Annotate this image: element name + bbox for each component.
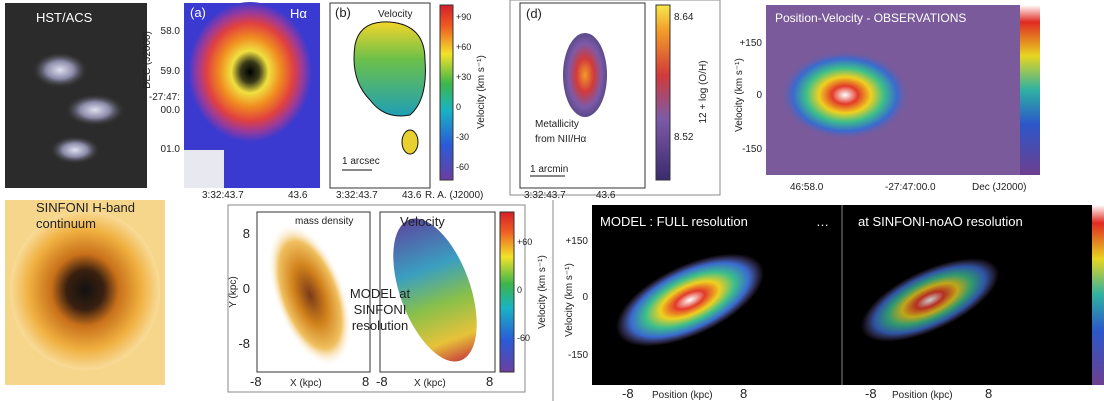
- colorbar-tick: 0: [456, 102, 461, 112]
- x-tick-label: -8: [250, 374, 262, 389]
- panel-title: MODEL : FULL resolution: [600, 214, 748, 229]
- x-axis-label: R. A. (J2000): [425, 190, 483, 201]
- panel-title: Position-Velocity - OBSERVATIONS: [775, 11, 966, 25]
- annotation: continuum: [36, 216, 96, 231]
- colorbar: [499, 211, 515, 373]
- mass-blob: [268, 223, 352, 367]
- annotation: Metallicity: [535, 119, 579, 130]
- y-tick-label: -8: [238, 336, 250, 351]
- x-tick-label: 8: [740, 386, 747, 401]
- model-pv-blob: [616, 253, 764, 347]
- hst-blob: [65, 94, 125, 126]
- colorbar: [655, 4, 671, 181]
- y-tick-label: +150: [565, 236, 588, 247]
- panel-frame: [509, 0, 721, 196]
- colorbar-tick: +60: [517, 237, 532, 247]
- x-tick-label: 46:58.0: [790, 182, 824, 193]
- halpha-map-edge: [184, 150, 224, 188]
- panel-tag: (a): [190, 5, 206, 20]
- scale-bar-label: 1 arcsec: [342, 156, 380, 167]
- y-tick-label: -150: [568, 350, 588, 361]
- panel-line: Hα: [290, 6, 307, 21]
- metallicity-blob: [563, 33, 607, 117]
- x-tick-label: 3:32:43.7: [202, 190, 244, 201]
- x-axis-label: Position (kpc): [652, 390, 713, 401]
- annotation: …: [816, 214, 829, 229]
- colorbar: [1092, 205, 1104, 385]
- y-tick-label: 00.0: [161, 105, 181, 116]
- y-axis-label: DEC (J2000): [142, 31, 153, 89]
- panel-title: at SINFONI-noAO resolution: [858, 214, 1023, 229]
- colorbar-tick: 8.64: [674, 12, 694, 23]
- hst-blob: [32, 52, 88, 88]
- scale-bar-label: 1 arcmin: [530, 164, 568, 175]
- annotation: resolution: [352, 318, 408, 333]
- velocity-blob: [401, 129, 419, 155]
- x-axis-label: Dec (J2000): [972, 182, 1026, 193]
- colorbar-tick: -60: [456, 162, 469, 172]
- pv-blob: [780, 50, 910, 140]
- colorbar-label: 12 + log (O/H): [698, 60, 709, 123]
- y-tick-label: 8: [243, 226, 250, 241]
- y-tick-label: 58.0: [161, 26, 181, 37]
- y-axis-label: Velocity (km s⁻¹): [564, 263, 575, 337]
- y-tick-label: 0: [243, 281, 250, 296]
- y-axis-label: Y (kpc): [228, 276, 239, 308]
- velocity-model-blob: [393, 218, 477, 362]
- colorbar-tick: 0: [517, 285, 522, 295]
- hst-blob: [50, 136, 100, 164]
- velocity-blob: [353, 21, 426, 117]
- colorbar: [1020, 5, 1040, 175]
- panel-tag: (b): [335, 5, 351, 20]
- x-tick-label: -8: [865, 386, 877, 401]
- annotation: SINFONI H-band: [36, 200, 135, 215]
- colorbar-tick: +30: [456, 72, 471, 82]
- y-tick-label: 01.0: [161, 144, 181, 155]
- y-tick-label: 0: [582, 292, 588, 303]
- x-tick-label: 43.6: [288, 190, 308, 201]
- y-tick-label: 59.0: [161, 66, 181, 77]
- annotation: SINFONI: [354, 302, 407, 317]
- y-axis-label: Velocity (km s⁻¹): [734, 58, 745, 132]
- x-tick-label: 43.6: [596, 190, 616, 201]
- x-tick-label: 8: [985, 386, 992, 401]
- panel-frame: [227, 204, 526, 393]
- x-tick-label: 3:32:43.7: [336, 190, 378, 201]
- x-tick-label: 3:32:43.7: [524, 190, 566, 201]
- y-tick-label: 0: [756, 90, 762, 101]
- panel-tag: (d): [526, 6, 542, 21]
- annotation: MODEL at: [350, 286, 411, 301]
- x-tick-label: 8: [362, 374, 369, 389]
- colorbar-tick: 8.52: [674, 132, 694, 143]
- x-tick-label: -8: [376, 374, 388, 389]
- x-tick-label: 8: [486, 374, 493, 389]
- annotation: from NII/Hα: [535, 134, 587, 145]
- sinfoni-blob: [10, 210, 160, 370]
- panel-title: Velocity: [400, 214, 445, 229]
- colorbar-tick: -30: [456, 132, 469, 142]
- x-axis-label: X (kpc): [414, 378, 446, 389]
- colorbar-label: Velocity (km s⁻¹): [537, 255, 548, 329]
- colorbar-tick: +60: [456, 42, 471, 52]
- panel-title: Velocity: [378, 9, 412, 20]
- panel-label: HST/ACS: [36, 10, 93, 25]
- x-tick-label: 43.6: [402, 190, 422, 201]
- colorbar-label: Velocity (km s⁻¹): [476, 55, 487, 129]
- colorbar-tick: -60: [517, 333, 530, 343]
- x-axis-label: Position (kpc): [892, 390, 953, 401]
- y-tick-label: +150: [739, 38, 762, 49]
- x-tick-label: -27:47:00.0: [885, 182, 936, 193]
- halpha-blob: [188, 2, 312, 142]
- y-tick-label: -150: [742, 144, 762, 155]
- model-pv-blob: [860, 258, 1000, 342]
- x-tick-label: -8: [622, 386, 634, 401]
- colorbar-tick: +90: [456, 12, 471, 22]
- colorbar: [439, 4, 454, 181]
- x-axis-label: X (kpc): [290, 378, 322, 389]
- y-tick-label: -27:47:: [149, 92, 180, 103]
- panel-title: mass density: [295, 216, 353, 227]
